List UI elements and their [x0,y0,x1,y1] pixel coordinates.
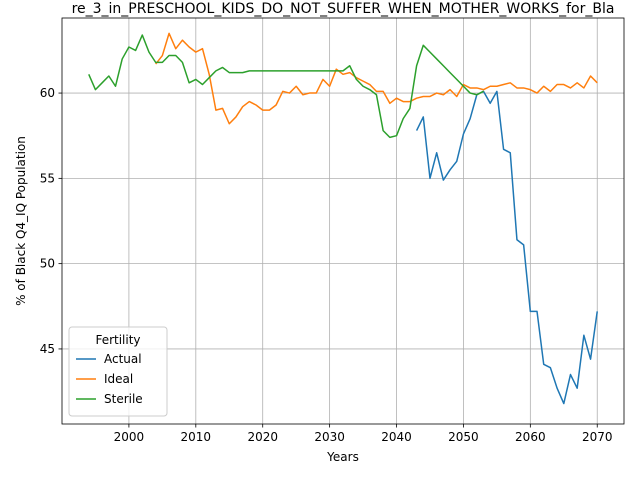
y-tick-label: 45 [40,342,55,356]
legend-items: Actual Ideal Sterile [76,352,143,406]
x-tick-label: 2060 [515,430,546,444]
y-tick-label: 50 [40,257,55,271]
legend-label-ideal: Ideal [104,372,133,386]
x-tick-label: 2010 [181,430,212,444]
y-axis-ticks: 45 50 55 60 [40,86,62,356]
x-axis-ticks: 2000 2010 2020 2030 2040 2050 2060 2070 [114,424,613,444]
plot-frame [61,17,625,425]
series-line-actual [415,90,598,405]
x-axis-label: Years [326,450,359,464]
x-tick-label: 2020 [247,430,278,444]
legend-box [68,326,168,417]
series-lines [88,32,598,405]
chart-title: re_3_in_PRESCHOOL_KIDS_DO_NOT_SUFFER_WHE… [72,1,615,17]
legend-label-actual: Actual [104,352,142,366]
y-axis-label: % of Black Q4_IQ Population [14,136,28,306]
x-tick-label: 2070 [582,430,613,444]
x-tick-label: 2030 [314,430,345,444]
legend: Fertility Actual Ideal Sterile [68,326,168,417]
series-line-ideal [155,32,598,125]
x-tick-label: 2040 [381,430,412,444]
legend-label-sterile: Sterile [104,392,143,406]
x-tick-label: 2050 [448,430,479,444]
series-line-sterile [88,34,484,139]
legend-title: Fertility [95,333,140,347]
y-tick-label: 55 [40,171,55,185]
x-tick-label: 2000 [114,430,145,444]
y-tick-label: 60 [40,86,55,100]
